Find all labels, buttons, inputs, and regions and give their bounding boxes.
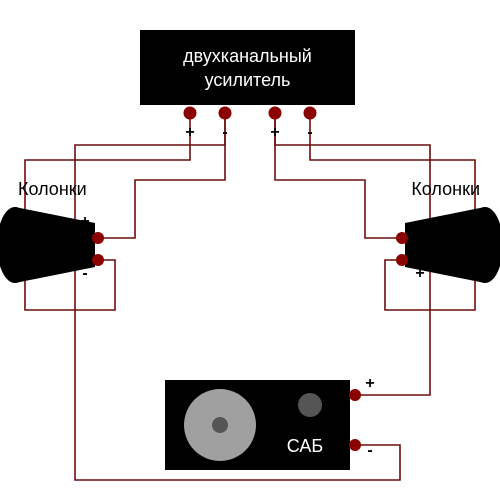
terminal-sub_p (349, 389, 361, 401)
terminal-spkR_n (396, 254, 408, 266)
subwoofer-label: САБ (287, 436, 323, 456)
terminal-sign-spkR_n: + (415, 265, 424, 282)
terminal-sign-amp_Rn: - (307, 124, 312, 141)
terminal-spkL_p (92, 232, 104, 244)
terminal-spkL_n (92, 254, 104, 266)
speaker-label-right: Колонки (411, 179, 480, 199)
subwoofer-speaker-center-icon (212, 417, 228, 433)
terminal-sub_n (349, 439, 361, 451)
terminal-sign-sub_n: - (367, 442, 372, 459)
terminal-sign-sub_p: + (365, 375, 374, 392)
terminal-amp_Ln (219, 107, 231, 119)
terminal-amp_Rn (304, 107, 316, 119)
amplifier-label-line2: усилитель (205, 70, 291, 90)
amplifier-label-line1: двухканальный (183, 46, 312, 66)
terminal-sign-amp_Lp: + (185, 124, 194, 141)
terminal-sign-spkL_n: - (82, 265, 87, 282)
subwoofer-port-icon (298, 393, 322, 417)
speaker-label-left: Колонки (18, 179, 87, 199)
terminal-spkR_p (396, 232, 408, 244)
terminal-sign-amp_Rp: + (270, 124, 279, 141)
terminal-sign-spkL_p: + (80, 213, 89, 230)
terminal-amp_Rp (269, 107, 281, 119)
wiring-diagram: двухканальный усилитель + - + - Колонки + - Колон… (0, 0, 500, 500)
terminal-sign-spkR_p: - (417, 213, 422, 230)
terminal-sign-amp_Ln: - (222, 124, 227, 141)
terminal-amp_Lp (184, 107, 196, 119)
amplifier-box (140, 30, 355, 105)
